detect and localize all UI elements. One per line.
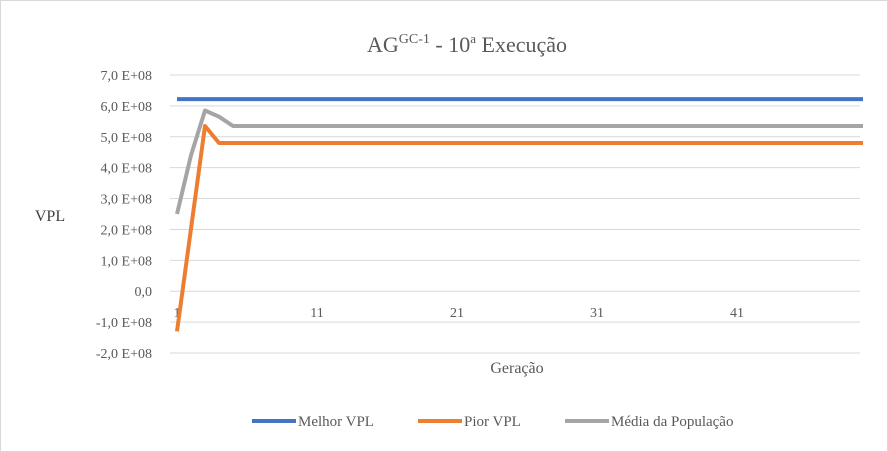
chart-title-tail: Execução: [476, 32, 567, 57]
x-tick-label: 21: [450, 306, 464, 321]
y-tick-label: 0,0: [135, 285, 153, 300]
y-tick-label: -2,0 E+08: [96, 347, 152, 362]
y-tick-label: 4,0 E+08: [101, 162, 152, 177]
series-line-1: [175, 124, 863, 332]
y-axis-ticks: 7,0 E+08 6,0 E+08 5,0 E+08 4,0 E+08 3,0 E+08…: [96, 69, 152, 362]
x-tick-label: 1: [174, 306, 181, 321]
y-tick-label: 5,0 E+08: [101, 131, 152, 146]
x-axis-label: Geração: [490, 360, 543, 377]
legend-label: Melhor VPL: [298, 414, 374, 430]
x-axis-ticks: 1 11 21 31 41: [174, 306, 745, 321]
y-tick-label: 6,0 E+08: [101, 100, 152, 115]
chart-title-superscript: GC-1: [399, 32, 430, 47]
y-tick-label: 3,0 E+08: [101, 193, 152, 208]
y-tick-label: -1,0 E+08: [96, 316, 152, 331]
legend-label: Média da População: [611, 414, 733, 430]
chart-title-ordinal: a: [470, 31, 476, 46]
y-tick-label: 2,0 E+08: [101, 223, 152, 238]
legend: Melhor VPL Pior VPL Média da População: [252, 414, 733, 430]
x-tick-label: 11: [310, 306, 323, 321]
y-axis-label: VPL: [35, 208, 65, 225]
y-tick-label: 1,0 E+08: [101, 254, 152, 269]
x-tick-label: 31: [590, 306, 604, 321]
y-tick-label: 7,0 E+08: [101, 69, 152, 84]
chart-title: AGGC-1 - 10a Execução: [367, 31, 567, 57]
series-lines: [175, 97, 863, 332]
series-line-2: [175, 108, 863, 215]
chart-title-suffix: - 10: [430, 32, 470, 57]
chart-title-main: AG: [367, 32, 399, 57]
gridlines: [170, 74, 860, 354]
x-tick-label: 41: [730, 306, 744, 321]
legend-label: Pior VPL: [464, 414, 521, 430]
